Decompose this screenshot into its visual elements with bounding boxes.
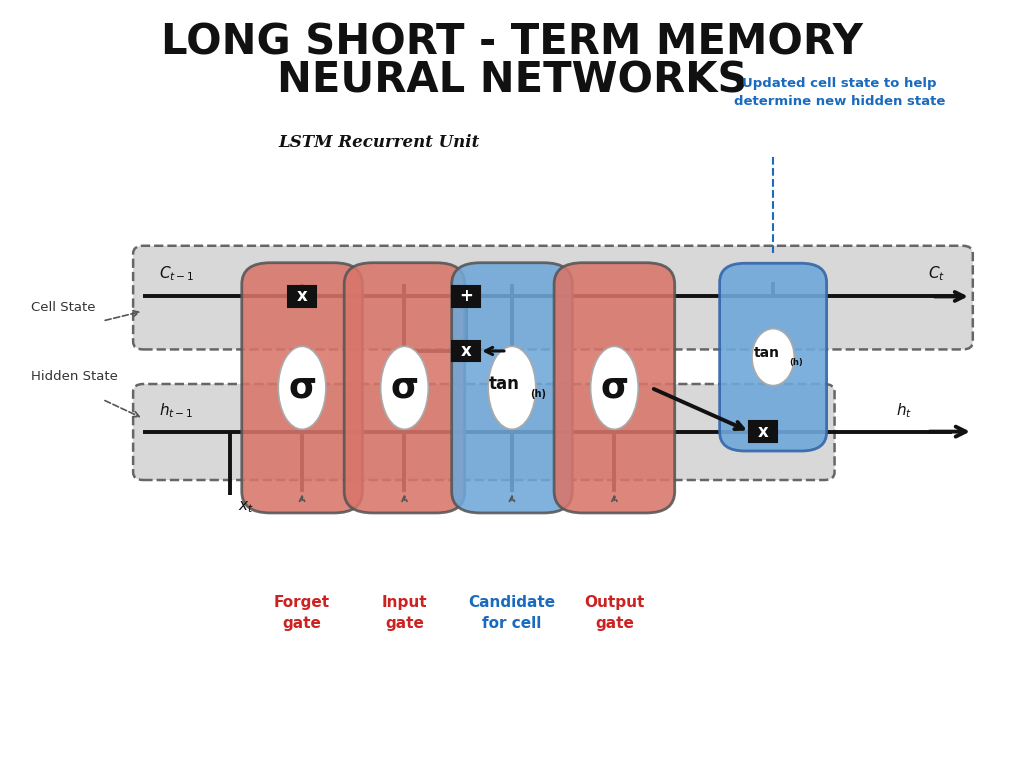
Text: tan: tan <box>488 375 519 393</box>
FancyBboxPatch shape <box>750 421 777 442</box>
Text: Output
gate: Output gate <box>585 595 644 631</box>
Text: σ: σ <box>600 371 629 405</box>
Text: Input
gate: Input gate <box>382 595 427 631</box>
FancyBboxPatch shape <box>453 341 479 361</box>
Text: Candidate
for cell: Candidate for cell <box>468 595 556 631</box>
Text: $C_t$: $C_t$ <box>928 264 945 283</box>
FancyBboxPatch shape <box>289 286 315 306</box>
Text: σ: σ <box>390 371 419 405</box>
Text: x: x <box>297 287 307 306</box>
Text: Updated cell state to help
determine new hidden state: Updated cell state to help determine new… <box>734 77 945 108</box>
Text: $h_t$: $h_t$ <box>896 402 912 420</box>
FancyBboxPatch shape <box>133 246 973 349</box>
Ellipse shape <box>279 346 326 429</box>
Text: σ: σ <box>288 371 316 405</box>
Text: x: x <box>758 422 768 441</box>
Ellipse shape <box>752 329 795 386</box>
Text: x: x <box>461 342 471 360</box>
Text: (h): (h) <box>790 358 803 367</box>
Text: Cell State: Cell State <box>31 301 95 313</box>
Text: Hidden State: Hidden State <box>31 370 118 382</box>
Ellipse shape <box>488 346 536 429</box>
FancyBboxPatch shape <box>452 263 572 513</box>
Text: (h): (h) <box>530 389 547 399</box>
Text: LONG SHORT - TERM MEMORY: LONG SHORT - TERM MEMORY <box>161 22 863 63</box>
Text: $h_{t-1}$: $h_{t-1}$ <box>159 402 194 420</box>
Text: tan: tan <box>754 346 780 360</box>
Ellipse shape <box>381 346 428 429</box>
Text: +: + <box>459 287 473 306</box>
FancyBboxPatch shape <box>554 263 675 513</box>
Text: $x_t$: $x_t$ <box>238 499 254 515</box>
Text: NEURAL NETWORKS: NEURAL NETWORKS <box>276 60 748 101</box>
Ellipse shape <box>591 346 638 429</box>
Text: Forget
gate: Forget gate <box>274 595 330 631</box>
FancyBboxPatch shape <box>344 263 465 513</box>
FancyBboxPatch shape <box>720 263 826 451</box>
FancyBboxPatch shape <box>133 384 835 480</box>
FancyBboxPatch shape <box>453 286 479 306</box>
FancyBboxPatch shape <box>242 263 362 513</box>
Text: $C_{t-1}$: $C_{t-1}$ <box>159 264 195 283</box>
Text: LSTM Recurrent Unit: LSTM Recurrent Unit <box>279 134 479 151</box>
